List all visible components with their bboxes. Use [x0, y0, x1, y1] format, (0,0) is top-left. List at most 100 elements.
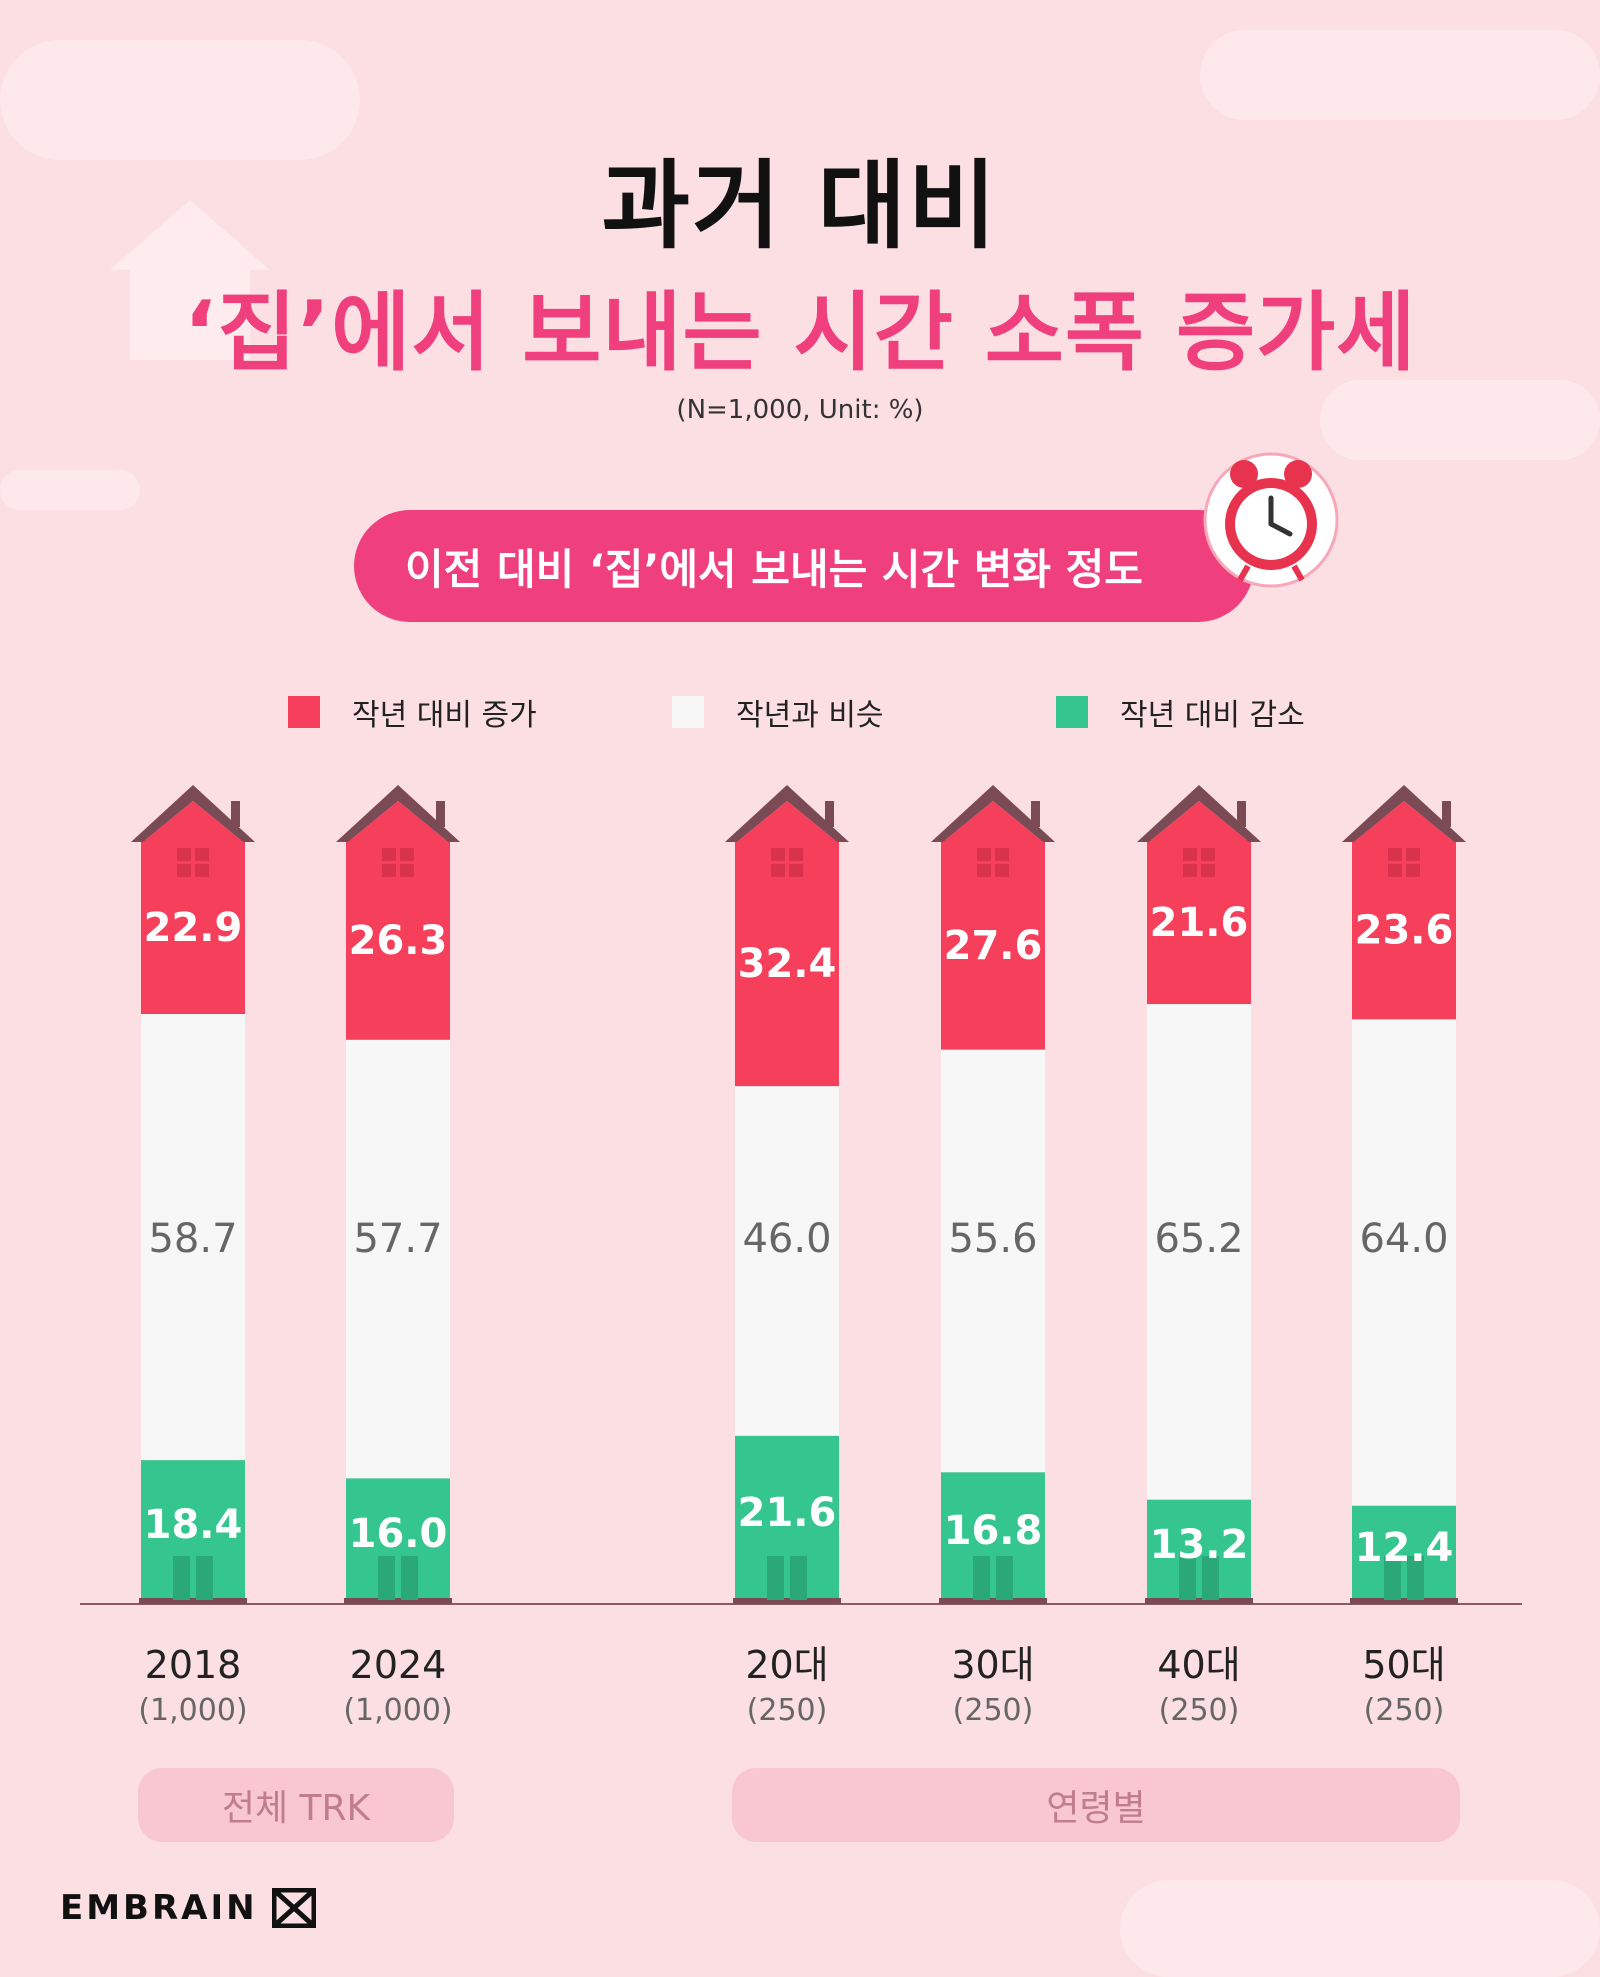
door-right-5: [1407, 1556, 1424, 1600]
roof-fill-5: [1354, 801, 1454, 842]
window-pane-5-3: [1406, 864, 1420, 877]
brand-name: EMBRAIN: [60, 1888, 258, 1928]
question-banner-label: 이전 대비 ‘집’에서 보내는 시간 변화 정도: [405, 544, 1143, 594]
door-left-3: [973, 1556, 990, 1600]
door-left-5: [1384, 1556, 1401, 1600]
window-pane-3-0: [977, 848, 991, 861]
window-pane-0-0: [177, 848, 191, 861]
value-label-increase-3: 27.6: [944, 923, 1043, 969]
bar-decrease-1: [346, 1478, 450, 1600]
legend-label-decrease: 작년 대비 감소: [1120, 698, 1305, 733]
chimney-5: [1442, 801, 1451, 827]
door-right-1: [401, 1556, 418, 1600]
roof-3: [931, 785, 1055, 842]
value-label-similar-2: 46.0: [742, 1216, 831, 1262]
window-pane-2-3: [789, 864, 803, 877]
value-label-similar-1: 57.7: [353, 1216, 442, 1262]
bar-foot-3: [939, 1598, 1047, 1604]
roof-fill-3: [943, 801, 1043, 842]
sample-note: (N=1,000, Unit: %): [676, 395, 924, 425]
window-pane-2-2: [771, 864, 785, 877]
door-right-4: [1202, 1556, 1219, 1600]
question-banner: 이전 대비 ‘집’에서 보내는 시간 변화 정도: [354, 510, 1254, 622]
roof-0: [131, 785, 255, 842]
group-label-total: 전체 TRK: [138, 1768, 454, 1842]
bar-similar-1: [346, 1039, 450, 1479]
category-label-4: 40대: [1157, 1643, 1240, 1687]
roof-1: [336, 785, 460, 842]
value-label-increase-4: 21.6: [1150, 900, 1249, 946]
category-sublabel-1: (1,000): [343, 1693, 452, 1728]
category-label-1: 2024: [350, 1643, 447, 1687]
window-pane-1-2: [382, 864, 396, 877]
bar-foot-2: [733, 1598, 841, 1604]
category-sublabel-2: (250): [747, 1693, 828, 1728]
door-right-2: [790, 1556, 807, 1600]
window-pane-0-1: [195, 848, 209, 861]
category-label-2: 20대: [745, 1643, 828, 1687]
roof-fill-1: [348, 801, 448, 842]
value-label-similar-5: 64.0: [1359, 1216, 1448, 1262]
group-label-total-text: 전체 TRK: [221, 1788, 371, 1829]
window-pane-4-1: [1201, 848, 1215, 861]
roof-fill-4: [1149, 801, 1249, 842]
value-label-decrease-0: 18.4: [144, 1502, 243, 1548]
legend-label-increase: 작년 대비 증가: [352, 698, 537, 733]
door-left-2: [767, 1556, 784, 1600]
roof-fill-0: [143, 801, 243, 842]
bar-similar-0: [141, 1014, 245, 1461]
window-pane-2-0: [771, 848, 785, 861]
value-label-similar-3: 55.6: [948, 1216, 1037, 1262]
door-left-0: [173, 1556, 190, 1600]
roof-fill-2: [737, 801, 837, 842]
legend-label-similar: 작년과 비슷: [736, 698, 884, 733]
group-label-age: 연령별: [732, 1768, 1460, 1842]
legend-item-decrease: 작년 대비 감소: [1056, 690, 1305, 734]
value-label-decrease-4: 13.2: [1150, 1522, 1249, 1568]
bar-increase-0: [141, 840, 245, 1015]
page-subtitle: ‘집’에서 보내는 시간 소폭 증가세: [183, 283, 1417, 383]
bar-decrease-4: [1147, 1499, 1251, 1600]
chimney-3: [1031, 801, 1040, 827]
page-title: 과거 대비: [601, 150, 999, 262]
category-sublabel-0: (1,000): [138, 1693, 247, 1728]
bar-foot-5: [1350, 1598, 1458, 1604]
value-label-similar-4: 65.2: [1154, 1216, 1243, 1262]
chimney-2: [825, 801, 834, 827]
door-right-3: [996, 1556, 1013, 1600]
category-sublabel-3: (250): [953, 1693, 1034, 1728]
category-sublabel-4: (250): [1159, 1693, 1240, 1728]
door-left-1: [378, 1556, 395, 1600]
legend-swatch-similar: [672, 696, 704, 728]
legend-item-similar: 작년과 비슷: [672, 690, 884, 734]
value-label-decrease-5: 12.4: [1355, 1525, 1454, 1571]
window-pane-4-3: [1201, 864, 1215, 877]
bar-increase-4: [1147, 840, 1251, 1005]
window-pane-4-2: [1183, 864, 1197, 877]
value-label-decrease-3: 16.8: [944, 1508, 1043, 1554]
bar-decrease-5: [1352, 1505, 1456, 1600]
bar-decrease-0: [141, 1460, 245, 1600]
value-label-increase-1: 26.3: [349, 918, 448, 964]
value-label-decrease-1: 16.0: [349, 1511, 448, 1557]
roof-4: [1137, 785, 1261, 842]
value-label-decrease-2: 21.6: [738, 1490, 837, 1536]
house-icon: [110, 200, 270, 360]
window-pane-3-1: [995, 848, 1009, 861]
bar-increase-1: [346, 840, 450, 1040]
bar-foot-0: [139, 1598, 247, 1604]
brand-logo: EMBRAIN: [60, 1888, 316, 1928]
bar-similar-2: [735, 1086, 839, 1436]
category-label-5: 50대: [1362, 1643, 1445, 1687]
legend-swatch-increase: [288, 696, 320, 728]
category-sublabel-5: (250): [1364, 1693, 1445, 1728]
legend-item-increase: 작년 대비 증가: [288, 690, 537, 734]
legend-swatch-decrease: [1056, 696, 1088, 728]
group-label-age-text: 연령별: [1046, 1788, 1146, 1829]
window-pane-1-0: [382, 848, 396, 861]
bar-increase-5: [1352, 840, 1456, 1020]
embrain-logo-icon: [271, 1888, 316, 1928]
window-pane-5-1: [1406, 848, 1420, 861]
chimney-0: [231, 801, 240, 827]
